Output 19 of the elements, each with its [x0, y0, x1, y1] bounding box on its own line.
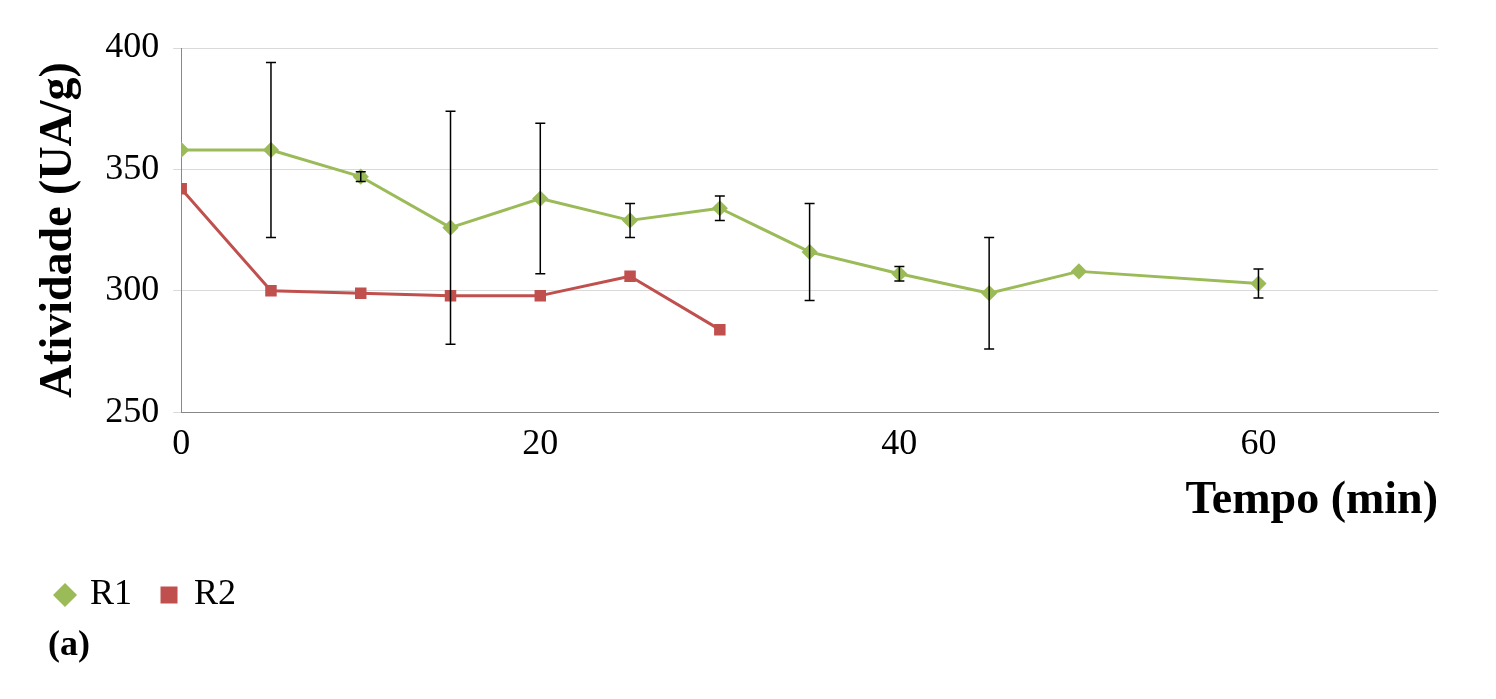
point	[534, 289, 547, 302]
point	[714, 323, 726, 336]
point	[624, 270, 636, 282]
legend-label: R1	[90, 572, 133, 613]
point	[1071, 263, 1087, 279]
y-tick-label: 250	[105, 389, 160, 430]
x-axis-title: Tempo (min)	[1185, 471, 1438, 523]
legend-label: R2	[194, 572, 237, 613]
y-tick-label: 300	[105, 268, 160, 309]
text: (a)	[48, 623, 90, 664]
x-tick-label: 20	[522, 422, 559, 463]
y-tick-label: 400	[105, 25, 160, 66]
y-axis-title: Atividade (UA/g)	[30, 62, 82, 399]
y-tick-label: 350	[105, 146, 160, 187]
point	[355, 287, 367, 299]
point	[265, 285, 277, 297]
x-tick-label: 40	[881, 422, 918, 463]
x-tick-label: 0	[172, 422, 191, 463]
x-tick-label: 60	[1240, 422, 1277, 463]
